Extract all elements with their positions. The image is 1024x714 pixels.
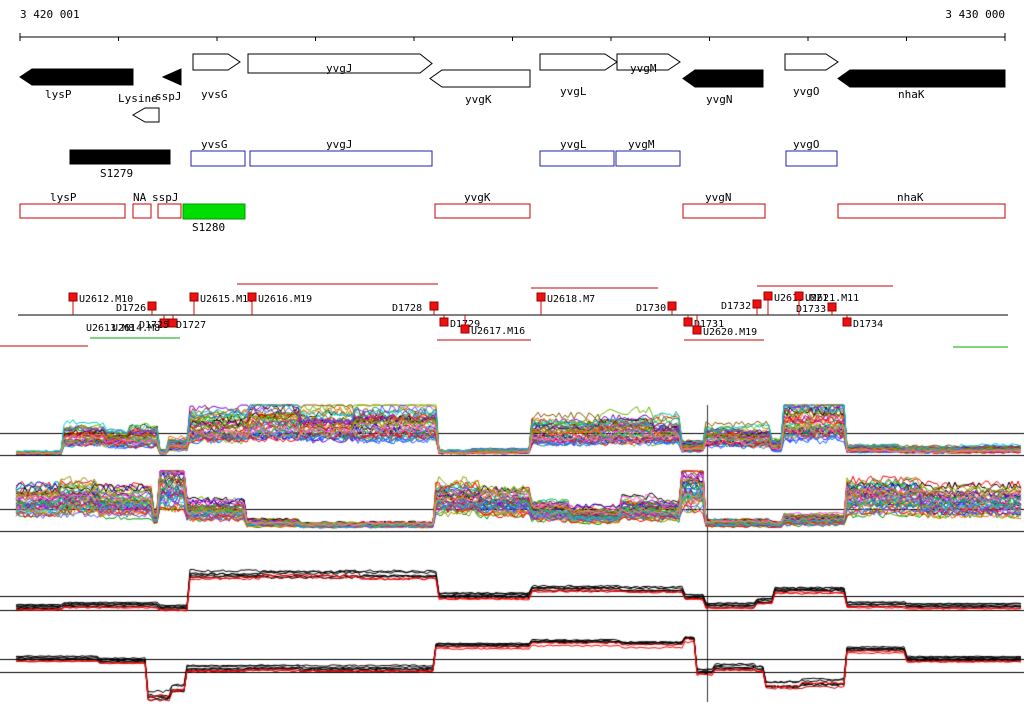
probe-marker-label-D1725: D1725	[139, 320, 169, 331]
probe-marker-flag-D1731[interactable]	[683, 317, 693, 327]
gene-arrow-nhaK[interactable]	[837, 69, 1006, 88]
gene-arrow-yvgO[interactable]	[784, 53, 839, 71]
segment-box-label-S1280: S1280	[192, 221, 225, 234]
probe-marker-label-D1728: D1728	[392, 303, 422, 314]
segment-box-label-NA: NA	[133, 191, 147, 204]
probe-marker-label-U2615.M1.: U2615.M1.	[200, 294, 254, 305]
probe-marker-label-D1733: D1733	[796, 304, 826, 315]
probe-marker-flag-U2612.M10[interactable]	[68, 292, 78, 302]
probe-marker-flag-U2617.M16[interactable]	[460, 324, 470, 334]
segment-box-label-lysP: lysP	[50, 191, 77, 204]
transcript-box-label-yvsG: yvsG	[201, 138, 228, 151]
gene-label-yvgK: yvgK	[465, 93, 492, 106]
transcript-box-label-yvgL: yvgL	[560, 138, 587, 151]
gene-label-sspJ: sspJ	[155, 90, 182, 103]
gene-label-yvgO: yvgO	[793, 85, 820, 98]
gene-label-yvgM: yvgM	[630, 62, 657, 75]
segment-box-NA[interactable]	[132, 203, 152, 219]
segment-box-label-yvgK: yvgK	[464, 191, 491, 204]
probe-marker-label-U2620.M19: U2620.M19	[703, 327, 757, 338]
probe-marker-flag-D1726[interactable]	[147, 301, 157, 311]
probe-marker-flag-D1729[interactable]	[439, 317, 449, 327]
probe-marker-flag-U2619.M21[interactable]	[763, 291, 773, 301]
probe-marker-flag-D1728[interactable]	[429, 301, 439, 311]
probe-marker-label-U2621.M11: U2621.M11	[805, 293, 859, 304]
gene-arrow-yvsG[interactable]	[192, 53, 241, 71]
transcript-box-yvgL[interactable]	[539, 150, 615, 167]
gene-arrow-sspJ[interactable]	[161, 68, 182, 86]
probe-marker-flag-U2615.M1.[interactable]	[189, 292, 199, 302]
probe-marker-label-D1734: D1734	[853, 319, 883, 330]
transcript-box-label-yvgO: yvgO	[793, 138, 820, 151]
segment-box-S1280[interactable]	[182, 203, 246, 220]
transcript-box-yvgM[interactable]	[615, 150, 681, 167]
gene-arrow-yvgK[interactable]	[429, 69, 531, 88]
gene-arrow-lysP[interactable]	[19, 68, 134, 86]
segment-box-label-yvgN: yvgN	[705, 191, 732, 204]
transcript-box-label-S1279: S1279	[100, 167, 133, 180]
probe-marker-label-D1730: D1730	[636, 303, 666, 314]
probe-marker-label-D1726: D1726	[116, 303, 146, 314]
segment-box-label-nhaK: nhaK	[897, 191, 924, 204]
segment-box-yvgK[interactable]	[434, 203, 531, 219]
transcript-box-label-yvgJ: yvgJ	[326, 138, 353, 151]
probe-marker-flag-U2620.M19[interactable]	[692, 325, 702, 335]
probe-marker-label-U2618.M7: U2618.M7	[547, 294, 595, 305]
gene-label-yvgN: yvgN	[706, 93, 733, 106]
gene-label-nhaK: nhaK	[898, 88, 925, 101]
gene-label-yvgL: yvgL	[560, 85, 587, 98]
gene-arrow-yvgN[interactable]	[682, 69, 764, 88]
probe-marker-label-U2617.M16: U2617.M16	[471, 326, 525, 337]
transcript-box-yvgO[interactable]	[785, 150, 838, 167]
gene-label-yvsG: yvsG	[201, 88, 228, 101]
probe-marker-flag-D1730[interactable]	[667, 301, 677, 311]
probe-marker-label-D1727: D1727	[176, 320, 206, 331]
gene-label-Lysine: Lysine	[118, 92, 158, 105]
probe-marker-flag-D1734[interactable]	[842, 317, 852, 327]
probe-marker-flag-D1732[interactable]	[752, 299, 762, 309]
segment-box-label-sspJ: sspJ	[152, 191, 179, 204]
probe-marker-flag-U2616.M19[interactable]	[247, 292, 257, 302]
segment-box-lysP[interactable]	[19, 203, 126, 219]
probe-marker-flag-U2618.M7[interactable]	[536, 292, 546, 302]
transcript-box-yvsG[interactable]	[190, 150, 246, 167]
transcript-box-S1279[interactable]	[69, 149, 171, 165]
segment-box-sspJ[interactable]	[157, 203, 182, 219]
segment-box-nhaK[interactable]	[837, 203, 1006, 219]
probe-marker-flag-D1733[interactable]	[827, 302, 837, 312]
transcript-box-label-yvgM: yvgM	[628, 138, 655, 151]
gene-label-yvgJ: yvgJ	[326, 62, 353, 75]
gene-arrow-yvgL[interactable]	[539, 53, 618, 71]
gene-arrow-Lysine[interactable]	[132, 107, 160, 123]
probe-marker-label-D1732: D1732	[721, 301, 751, 312]
segment-box-yvgN[interactable]	[682, 203, 766, 219]
probe-marker-flag-U2621.M11[interactable]	[794, 291, 804, 301]
probe-marker-label-U2616.M19: U2616.M19	[258, 294, 312, 305]
gene-label-lysP: lysP	[45, 88, 72, 101]
transcript-box-yvgJ[interactable]	[249, 150, 433, 167]
